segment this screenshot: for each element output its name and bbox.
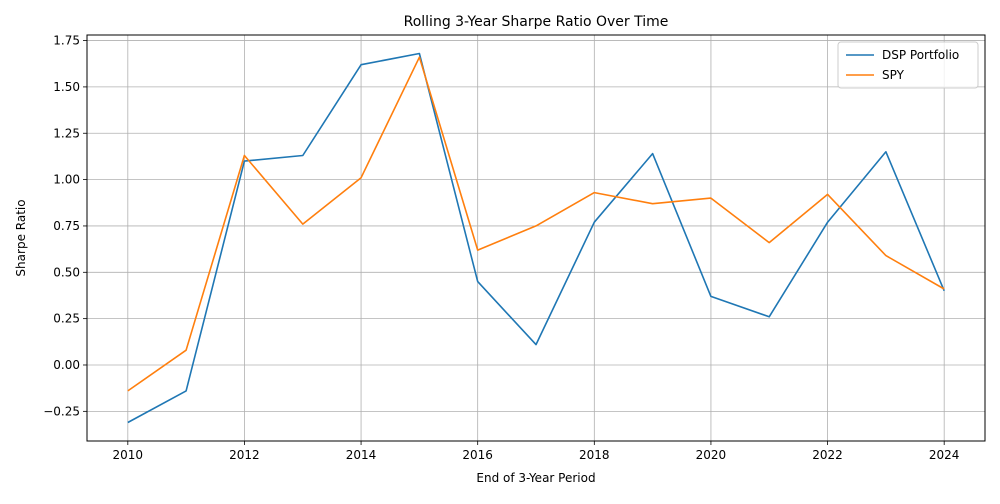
plot-area-frame: [86, 34, 986, 442]
x-axis-label: End of 3-Year Period: [476, 471, 595, 485]
y-tick-label: 0.00: [53, 358, 80, 372]
x-tick-label: 2012: [229, 448, 260, 462]
y-tick-label: 0.75: [53, 219, 80, 233]
y-tick-label: 1.50: [53, 80, 80, 94]
y-tick-label: 0.25: [53, 312, 80, 326]
series-line-dsp-portfolio: [127, 52, 945, 424]
x-tick-label: 2024: [929, 448, 960, 462]
x-tick-label: 2016: [462, 448, 493, 462]
x-tick-label: 2014: [346, 448, 377, 462]
x-tick-label: 2020: [696, 448, 727, 462]
y-axis-label: Sharpe Ratio: [14, 199, 28, 276]
x-tick-label: 2010: [113, 448, 144, 462]
legend-box: [837, 41, 979, 89]
legend-label-spy: SPY: [882, 68, 905, 82]
x-axis-ticks: 2010 2012 2014 2016 2018 2020 2022 2024: [113, 441, 960, 462]
y-tick-label: 1.25: [53, 126, 80, 140]
y-tick-label: 0.50: [53, 265, 80, 279]
legend: DSP Portfolio SPY: [837, 41, 979, 89]
series-line-spy: [127, 56, 945, 392]
x-tick-label: 2022: [812, 448, 843, 462]
chart-title: Rolling 3-Year Sharpe Ratio Over Time: [404, 14, 669, 30]
series-lines: [127, 52, 945, 424]
y-axis-ticks: −0.25 0.00 0.25 0.50 0.75 1.00 1.25 1.50 1.75: [43, 34, 87, 418]
legend-label-dsp-portfolio: DSP Portfolio: [882, 48, 959, 62]
grid-lines: [87, 35, 985, 441]
y-tick-label: −0.25: [43, 404, 80, 418]
y-tick-label: 1.00: [53, 173, 80, 187]
x-tick-label: 2018: [579, 448, 610, 462]
y-tick-label: 1.75: [53, 34, 80, 48]
